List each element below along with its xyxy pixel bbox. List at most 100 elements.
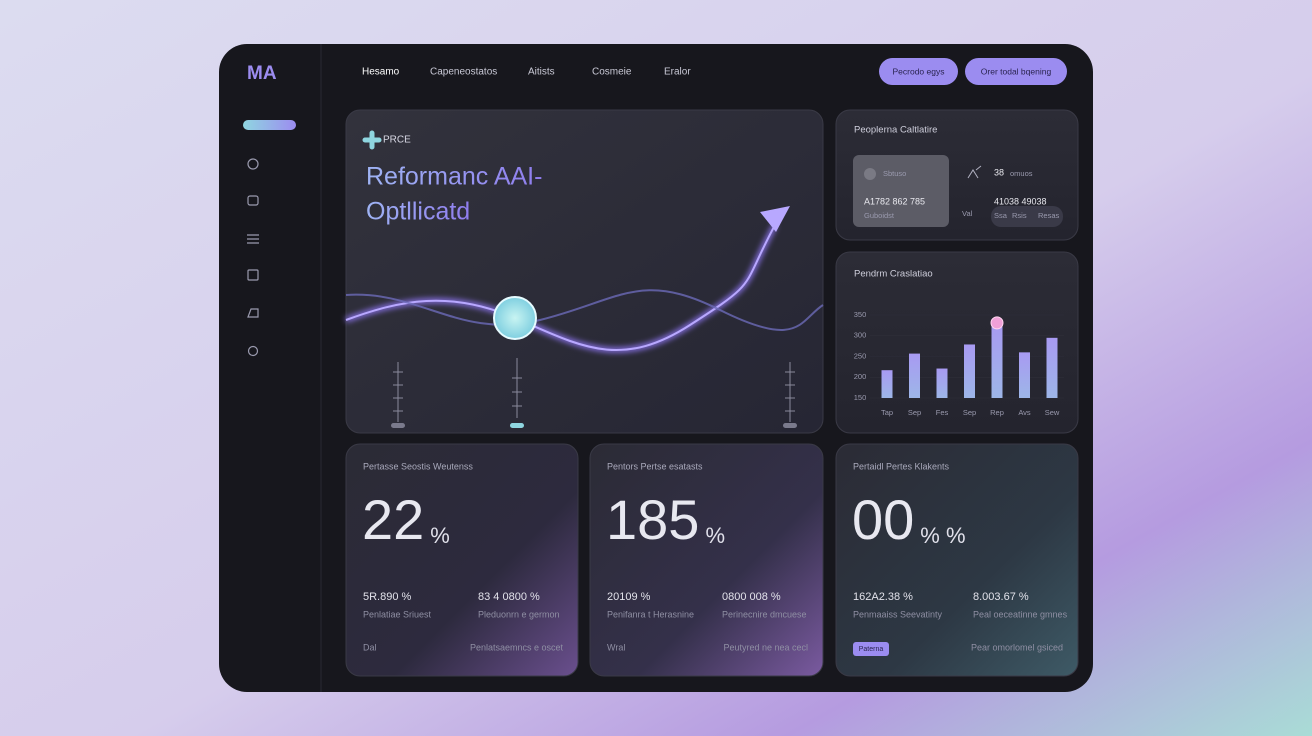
x-tick-label: Fes	[936, 408, 949, 417]
nav-item[interactable]: Cosmeie	[592, 67, 632, 78]
hero-sliders	[393, 358, 795, 422]
logo: MA	[247, 63, 277, 84]
bar-highlight	[990, 316, 1004, 330]
stat-card	[835, 443, 1079, 677]
hero-orb	[493, 296, 537, 340]
sidebar-icons	[247, 158, 259, 357]
stat-value: 00	[852, 488, 914, 551]
card-title: Pertaidl Pertes Klakents	[853, 461, 950, 471]
bar	[1019, 352, 1030, 398]
nav-item[interactable]: Aitists	[528, 67, 555, 78]
nav-item[interactable]: Hesamo	[362, 67, 400, 78]
y-tick-label: 350	[854, 310, 867, 319]
inner-icon	[864, 168, 876, 180]
card-title: Pentors Pertse esatasts	[607, 461, 703, 471]
bar	[991, 322, 1003, 398]
x-tick-label: Sep	[963, 408, 976, 417]
right-number: 41038 49038	[994, 196, 1047, 206]
hero-card	[345, 109, 824, 434]
x-tick-label: Sew	[1045, 408, 1060, 417]
sidebar-active[interactable]	[243, 120, 296, 130]
footer-right: Penlatsaemncs e oscet	[470, 642, 564, 652]
stat-left-value: 5R.890 %	[363, 591, 412, 603]
hero-arrow	[760, 206, 790, 232]
nav-item[interactable]: Eralor	[664, 67, 691, 78]
button-label[interactable]: Pecrodo egys	[893, 66, 945, 76]
stat-right-label: Perinecnire dmcuese	[722, 609, 807, 619]
x-tick-label: Tap	[881, 408, 893, 417]
icon-settings[interactable]	[247, 158, 259, 170]
y-tick-label: 150	[854, 393, 867, 402]
badge[interactable]	[853, 642, 889, 656]
inner-card	[853, 155, 949, 227]
inner-caption: Guboidst	[864, 211, 895, 220]
hero-title: Optllicatd	[366, 198, 470, 226]
icon-user[interactable]	[247, 345, 259, 357]
icon-tag[interactable]	[247, 308, 259, 318]
bar	[909, 353, 920, 398]
stat-left-label: Penmaaiss Seevatinty	[853, 609, 943, 619]
stat-card	[345, 443, 579, 677]
footer-right: Peutyred ne nea cecl	[723, 642, 808, 652]
bar	[1046, 337, 1058, 398]
y-tick-label: 200	[854, 372, 867, 381]
stat-cards: Pertasse Seostis Weutenss 22 % 5R.890 % 83 4…	[345, 443, 1079, 677]
card-title: Pertasse Seostis Weutenss	[363, 461, 473, 471]
chip[interactable]: Ssa	[994, 211, 1008, 220]
slider-handle[interactable]	[510, 423, 524, 428]
chip[interactable]: Resas	[1038, 211, 1060, 220]
card-title: Peoplerna Caltlatire	[854, 125, 937, 136]
slider-handle[interactable]	[391, 423, 405, 428]
hero-wave	[345, 224, 776, 352]
hero-title: Reformanc AAI-	[366, 163, 542, 191]
footer-left: Wral	[607, 642, 625, 652]
profile-icon	[967, 165, 982, 179]
nav-item[interactable]: Capeneostatos	[430, 67, 497, 78]
icon-menu[interactable]	[247, 234, 259, 244]
footer-left: Dal	[363, 642, 377, 652]
stat-left-label: Penlatiae Sriuest	[363, 609, 432, 619]
stat-left-value: 20109 %	[607, 591, 651, 603]
y-tick-label: 250	[854, 351, 867, 360]
chip-group	[991, 206, 1063, 227]
stat-value: 22	[362, 488, 424, 551]
bar	[936, 368, 948, 398]
card-title: Pendrm Craslatiao	[854, 269, 933, 280]
stat-unit: %	[705, 523, 725, 548]
bar	[881, 370, 893, 398]
stat-right-label: Pleduonrn e germon	[478, 609, 560, 619]
side-label: Val	[962, 209, 973, 218]
stat-unit: % %	[920, 523, 965, 548]
y-tick-label: 300	[854, 331, 867, 340]
inner-number: A1782 862 785	[864, 196, 925, 206]
icon-chart[interactable]	[247, 269, 259, 281]
inner-label: Sbtuso	[883, 169, 906, 178]
hero-wave-2	[345, 289, 824, 331]
stat-right-value: 83 4 0800 %	[478, 591, 540, 603]
icon-box[interactable]	[247, 195, 259, 206]
bar-chart: 150 200 250 300 350 Tap Sep Fes Sep Rep Avs Sew	[854, 310, 1064, 417]
stat-left-label: Penifanra t Herasnine	[607, 609, 694, 619]
chip[interactable]: Rsis	[1012, 211, 1027, 220]
button[interactable]	[965, 58, 1067, 85]
stat-value: 185	[606, 488, 699, 551]
count-caption: omuos	[1010, 169, 1033, 178]
footer-right: Pear omorlomel gsiced	[971, 642, 1063, 652]
x-tick-label: Rep	[990, 408, 1004, 417]
bar	[964, 344, 975, 398]
stat-unit: %	[430, 523, 450, 548]
slider-handle[interactable]	[783, 423, 797, 428]
stat-right-value: 8.003.67 %	[973, 591, 1029, 603]
count: 38	[994, 167, 1004, 177]
badge-label[interactable]: Paterna	[859, 646, 884, 653]
x-tick-label: Avs	[1018, 408, 1031, 417]
stat-right-label: Peal oeceatinne gmnes	[973, 609, 1068, 619]
stat-left-value: 162A2.38 %	[853, 591, 913, 603]
button-label[interactable]: Orer todal bqening	[981, 66, 1052, 76]
stat-right-value: 0800 008 %	[722, 591, 781, 603]
bar-chart-card	[835, 251, 1079, 434]
button[interactable]	[879, 58, 958, 85]
hero-tag: PRCE	[383, 135, 411, 146]
